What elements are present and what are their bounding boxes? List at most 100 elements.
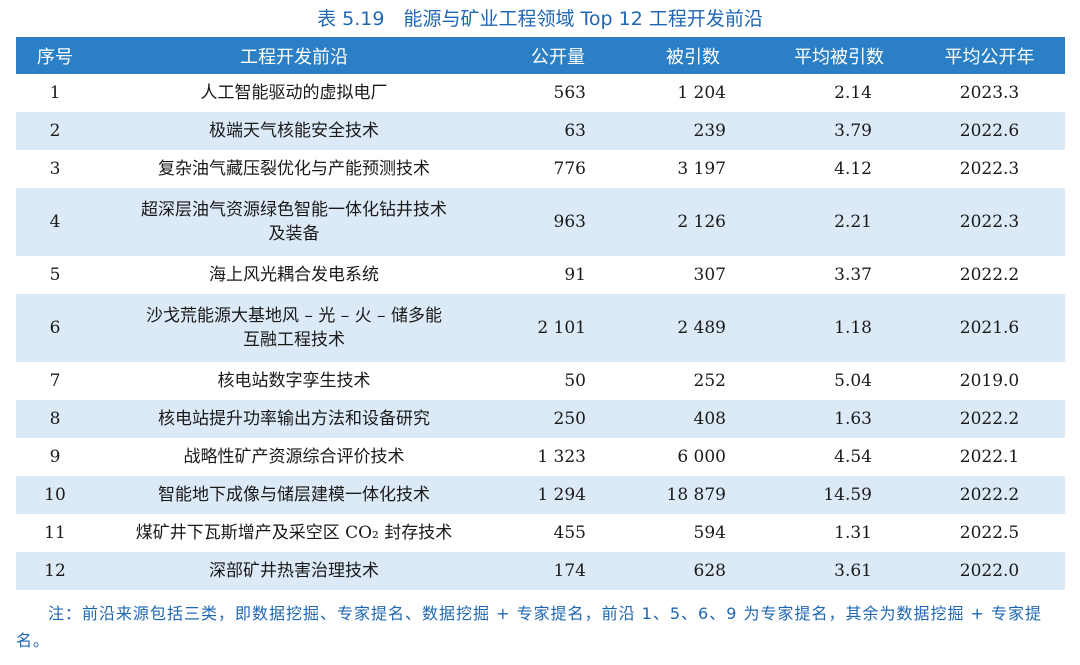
cell-no: 8 — [16, 400, 94, 438]
title-line: 人工智能驱动的虚拟电厂 — [200, 83, 388, 103]
cell-title: 战略性矿产资源综合评价技术 — [94, 438, 494, 476]
table-row: 1 人工智能驱动的虚拟电厂 563 1 204 2.14 2023.3 — [16, 74, 1065, 112]
cell-citations: 18 879 — [622, 476, 764, 514]
cell-title: 海上风光耦合发电系统 — [94, 256, 494, 294]
cell-no: 7 — [49, 371, 61, 391]
title-line: 核电站提升功率输出方法和设备研究 — [158, 409, 430, 429]
cell-citations: 594 — [693, 523, 726, 543]
cell-citations: 6 000 — [677, 447, 726, 467]
frontiers-table: 序号 工程开发前沿 公开量 被引数 平均被引数 平均公开年 1 人工智能驱动的虚拟… — [16, 37, 1065, 590]
header-title: 工程开发前沿 — [94, 37, 494, 74]
cell-title: 智能地下成像与储层建模一体化技术 — [94, 476, 494, 514]
cell-avg-citations: 3.37 — [834, 265, 872, 285]
cell-avg-year: 2022.1 — [959, 447, 1020, 467]
cell-title: 核电站数字孪生技术 — [94, 362, 494, 400]
title-line: 战略性矿产资源综合评价技术 — [183, 447, 405, 467]
cell-citations: 408 — [622, 400, 764, 438]
cell-no: 11 — [44, 523, 66, 543]
cell-citations: 2 489 — [622, 294, 764, 362]
cell-no: 10 — [16, 476, 94, 514]
cell-publications: 2 101 — [494, 294, 622, 362]
cell-avg-year: 2019.0 — [959, 371, 1020, 391]
cell-title: 极端天气核能安全技术 — [94, 112, 494, 150]
table-row: 12 深部矿井热害治理技术 174 628 3.61 2022.0 — [16, 552, 1065, 590]
title-line: 极端天气核能安全技术 — [209, 121, 379, 141]
title-line: 核电站数字孪生技术 — [217, 371, 371, 391]
title-line: 煤矿井下瓦斯增产及采空区 CO₂ 封存技术 — [135, 523, 453, 543]
table-caption: 表 5.19 能源与矿业工程领域 Top 12 工程开发前沿 — [317, 8, 763, 30]
cell-avg-year: 2021.6 — [914, 294, 1065, 362]
cell-citations: 307 — [693, 265, 726, 285]
cell-publications: 963 — [494, 188, 622, 256]
table-note: 注：前沿来源包括三类，即数据挖掘、专家提名、数据挖掘 + 专家提名，前沿 1、5… — [16, 604, 1043, 650]
cell-title: 人工智能驱动的虚拟电厂 — [94, 74, 494, 112]
header-avg-year: 平均公开年 — [914, 37, 1065, 74]
title-line-2: 互融工程技术 — [243, 330, 345, 350]
table-row: 5 海上风光耦合发电系统 91 307 3.37 2022.2 — [16, 256, 1065, 294]
cell-no: 1 — [49, 83, 61, 103]
cell-avg-year: 2022.2 — [959, 265, 1020, 285]
cell-title: 煤矿井下瓦斯增产及采空区 CO₂ 封存技术 — [94, 514, 494, 552]
header-no: 序号 — [16, 37, 94, 74]
cell-title: 复杂油气藏压裂优化与产能预测技术 — [94, 150, 494, 188]
cell-title: 沙戈荒能源大基地风 – 光 – 火 – 储多能 互融工程技术 — [94, 294, 494, 362]
title-line: 深部矿井热害治理技术 — [209, 561, 379, 581]
header-avg-citations: 平均被引数 — [764, 37, 914, 74]
cell-publications: 250 — [494, 400, 622, 438]
cell-avg-citations: 2.21 — [764, 188, 914, 256]
cell-no: 9 — [49, 447, 61, 467]
table-row: 9 战略性矿产资源综合评价技术 1 323 6 000 4.54 2022.1 — [16, 438, 1065, 476]
header-publications: 公开量 — [494, 37, 622, 74]
cell-title: 深部矿井热害治理技术 — [94, 552, 494, 590]
title-line: 海上风光耦合发电系统 — [209, 265, 379, 285]
cell-avg-year: 2022.2 — [914, 400, 1065, 438]
cell-avg-year: 2022.2 — [914, 476, 1065, 514]
title-line: 复杂油气藏压裂优化与产能预测技术 — [158, 159, 430, 179]
cell-publications: 91 — [564, 265, 586, 285]
table-row: 10 智能地下成像与储层建模一体化技术 1 294 18 879 14.59 2022.2 — [16, 476, 1065, 514]
table-row: 3 复杂油气藏压裂优化与产能预测技术 776 3 197 4.12 2022.3 — [16, 150, 1065, 188]
cell-avg-citations: 2.14 — [834, 83, 872, 103]
cell-publications: 174 — [494, 552, 622, 590]
title-line-2: 及装备 — [268, 224, 320, 244]
cell-avg-citations: 1.63 — [764, 400, 914, 438]
cell-avg-citations: 5.04 — [834, 371, 872, 391]
cell-avg-year: 2022.5 — [959, 523, 1020, 543]
cell-avg-year: 2022.0 — [914, 552, 1065, 590]
table-row: 2 极端天气核能安全技术 63 239 3.79 2022.6 — [16, 112, 1065, 150]
cell-avg-citations: 14.59 — [764, 476, 914, 514]
header-citations: 被引数 — [622, 37, 764, 74]
cell-title: 核电站提升功率输出方法和设备研究 — [94, 400, 494, 438]
cell-citations: 252 — [693, 371, 726, 391]
cell-citations: 239 — [622, 112, 764, 150]
cell-no: 3 — [49, 159, 61, 179]
cell-publications: 1 323 — [537, 447, 586, 467]
cell-publications: 1 294 — [494, 476, 622, 514]
cell-publications: 63 — [494, 112, 622, 150]
cell-avg-year: 2022.3 — [959, 159, 1020, 179]
cell-avg-year: 2022.3 — [914, 188, 1065, 256]
cell-avg-citations: 4.12 — [834, 159, 872, 179]
table-row: 7 核电站数字孪生技术 50 252 5.04 2019.0 — [16, 362, 1065, 400]
cell-avg-year: 2022.6 — [914, 112, 1065, 150]
table-row: 6 沙戈荒能源大基地风 – 光 – 火 – 储多能 互融工程技术 2 101 2 489… — [16, 294, 1065, 362]
cell-avg-year: 2023.3 — [959, 83, 1020, 103]
cell-no: 2 — [16, 112, 94, 150]
cell-title: 超深层油气资源绿色智能一体化钻井技术 及装备 — [94, 188, 494, 256]
table-row: 8 核电站提升功率输出方法和设备研究 250 408 1.63 2022.2 — [16, 400, 1065, 438]
cell-avg-citations: 3.79 — [764, 112, 914, 150]
title-line: 超深层油气资源绿色智能一体化钻井技术 — [141, 200, 447, 220]
cell-citations: 3 197 — [677, 159, 726, 179]
table-row: 11 煤矿井下瓦斯增产及采空区 CO₂ 封存技术 455 594 1.31 2022.5 — [16, 514, 1065, 552]
cell-avg-citations: 1.18 — [764, 294, 914, 362]
cell-citations: 628 — [622, 552, 764, 590]
table-row: 4 超深层油气资源绿色智能一体化钻井技术 及装备 963 2 126 2.21 2022.3 — [16, 188, 1065, 256]
cell-avg-citations: 1.31 — [834, 523, 872, 543]
cell-no: 6 — [16, 294, 94, 362]
cell-no: 12 — [16, 552, 94, 590]
cell-publications: 455 — [553, 523, 586, 543]
cell-publications: 50 — [564, 371, 586, 391]
cell-no: 4 — [16, 188, 94, 256]
cell-avg-citations: 3.61 — [764, 552, 914, 590]
cell-citations: 2 126 — [622, 188, 764, 256]
